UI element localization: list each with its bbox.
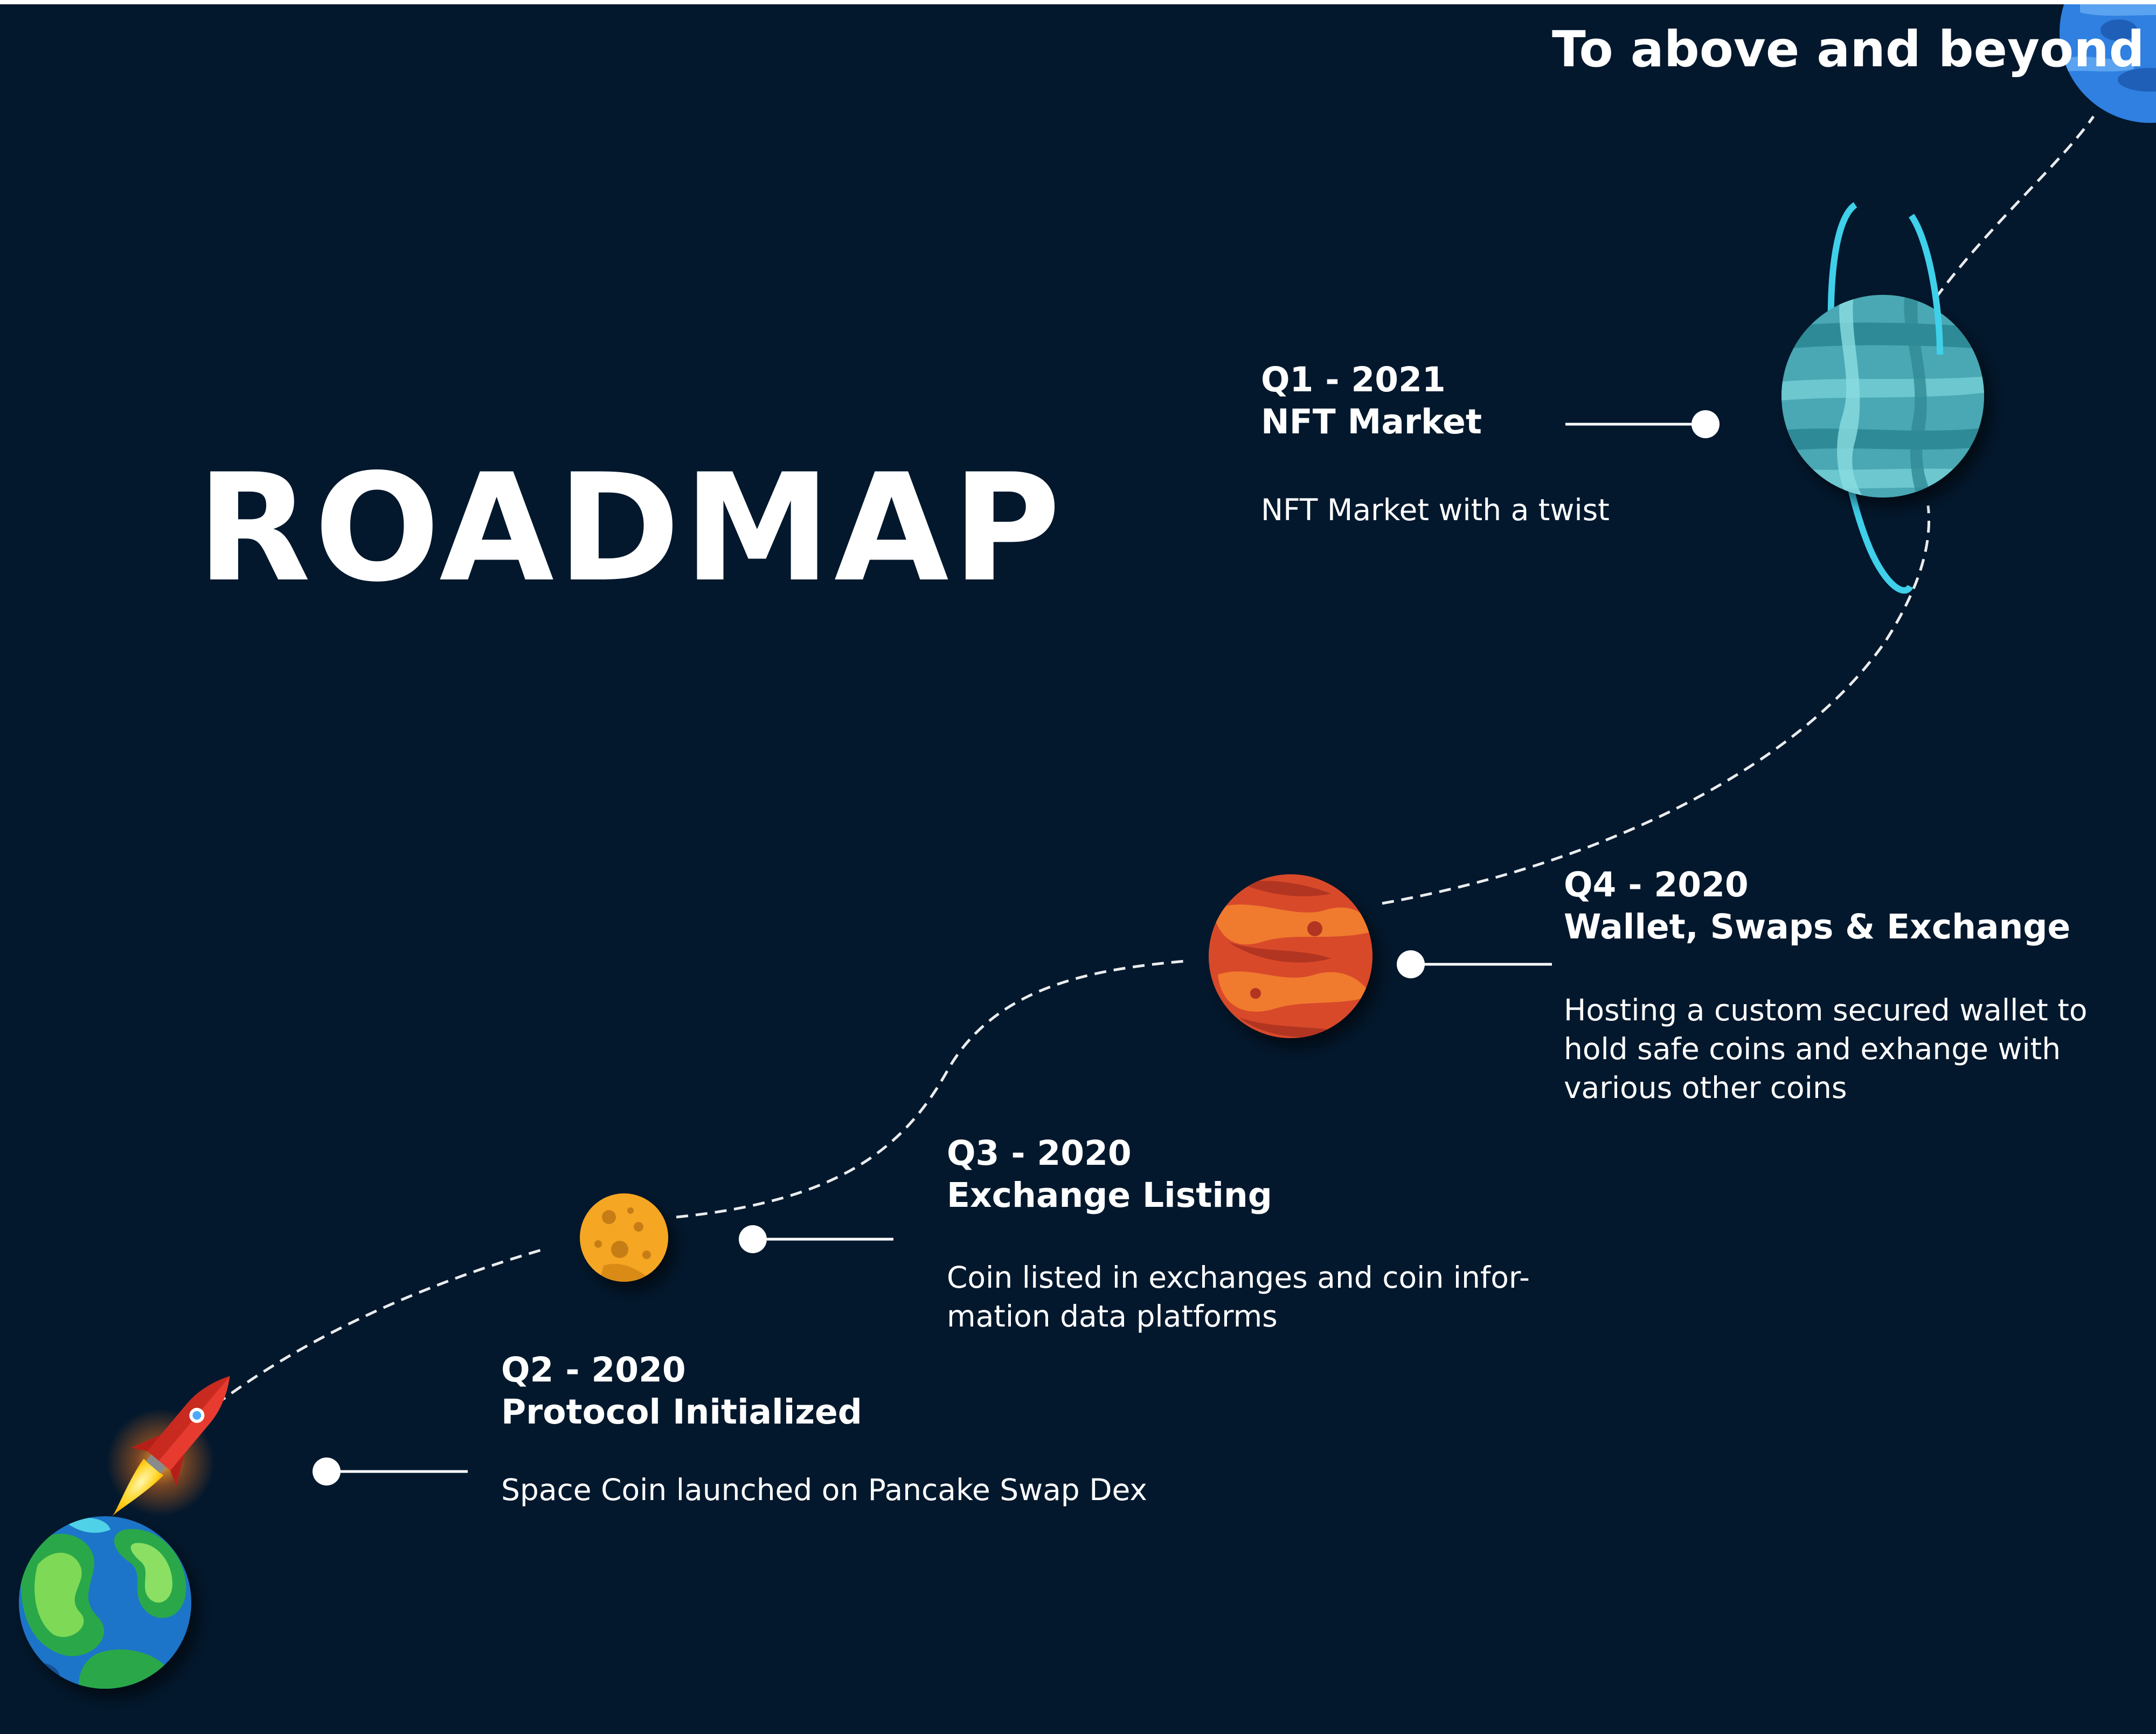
m2-quarter: Q4 - 2020 [1564, 865, 1749, 904]
red-planet-icon [1209, 874, 1372, 1038]
m4-heading: Protocol Initialized [501, 1392, 862, 1432]
m3-description: Coin listed in exchanges and coin infor-… [947, 1260, 1530, 1334]
m4-description: Space Coin launched on Pancake Swap Dex [501, 1473, 1147, 1507]
m3-quarter: Q3 - 2020 [947, 1134, 1132, 1173]
m2-description: Hosting a custom secured wallet to hold … [1564, 993, 2088, 1105]
m1-connector [1565, 410, 1720, 438]
tagline: To above and beyond [1552, 20, 2145, 78]
m2-connector [1397, 950, 1552, 978]
m3-connector [739, 1225, 893, 1253]
blue-planet-icon [2060, 4, 2156, 123]
m1-heading: NFT Market [1261, 402, 1482, 441]
m1-quarter: Q1 - 2021 [1261, 360, 1446, 399]
trajectory-path [199, 115, 2095, 1418]
m2-heading: Wallet, Swaps & Exchange [1564, 907, 2071, 947]
ringed-teal-planet-icon [1781, 202, 1984, 594]
m4-connector [313, 1457, 468, 1486]
m1-description: NFT Market with a twist [1261, 493, 1610, 527]
earth-icon [19, 1516, 191, 1689]
roadmap-title: ROADMAP [197, 442, 1064, 614]
m4-quarter: Q2 - 2020 [501, 1350, 686, 1390]
roadmap-panel: ROADMAP To above and beyond Q1 - 2021 NF… [0, 4, 2156, 1734]
rocket-icon [107, 1376, 230, 1517]
yellow-moon-icon [580, 1193, 668, 1282]
roadmap-illustration [19, 4, 2156, 1689]
m3-heading: Exchange Listing [947, 1176, 1272, 1215]
